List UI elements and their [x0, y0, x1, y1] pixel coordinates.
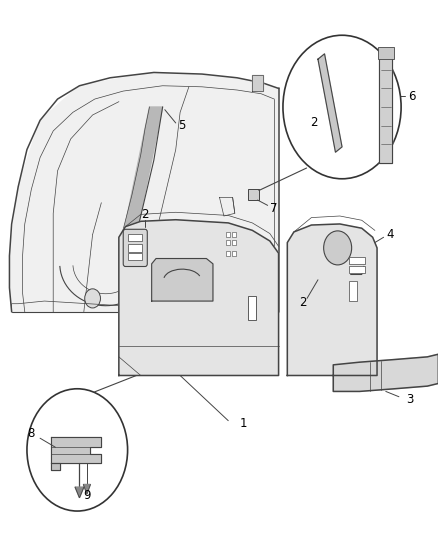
Circle shape: [283, 35, 400, 179]
Bar: [231, 251, 236, 256]
FancyBboxPatch shape: [123, 229, 147, 266]
Bar: [247, 296, 255, 320]
Text: 1: 1: [239, 417, 247, 430]
Polygon shape: [51, 463, 60, 470]
Polygon shape: [75, 487, 84, 498]
Text: 2: 2: [309, 117, 317, 130]
Bar: [247, 189, 258, 200]
Bar: [348, 281, 357, 301]
Polygon shape: [119, 107, 162, 256]
Bar: [128, 244, 141, 252]
Bar: [226, 240, 230, 245]
Polygon shape: [317, 54, 341, 152]
Bar: [348, 266, 364, 273]
Bar: [128, 253, 141, 260]
Circle shape: [85, 289, 100, 308]
Polygon shape: [287, 224, 376, 375]
Bar: [348, 257, 364, 264]
Polygon shape: [151, 259, 212, 301]
Polygon shape: [51, 437, 101, 463]
Text: 9: 9: [83, 489, 91, 502]
Polygon shape: [332, 354, 437, 391]
Text: 5: 5: [178, 119, 186, 132]
Circle shape: [27, 389, 127, 511]
Text: 2: 2: [141, 208, 148, 221]
Bar: [378, 47, 393, 59]
Text: 4: 4: [385, 228, 393, 241]
Text: 6: 6: [407, 90, 415, 103]
Polygon shape: [252, 75, 263, 91]
Bar: [226, 251, 230, 256]
Text: 8: 8: [28, 427, 35, 440]
Polygon shape: [378, 51, 392, 163]
Text: 7: 7: [270, 201, 277, 214]
Bar: [226, 232, 230, 237]
Polygon shape: [10, 72, 278, 312]
Text: 3: 3: [405, 393, 413, 406]
Polygon shape: [119, 220, 278, 375]
Polygon shape: [83, 484, 90, 494]
Bar: [231, 232, 236, 237]
Text: 2: 2: [298, 296, 306, 309]
Bar: [128, 233, 141, 241]
Circle shape: [323, 231, 351, 265]
Bar: [231, 240, 236, 245]
